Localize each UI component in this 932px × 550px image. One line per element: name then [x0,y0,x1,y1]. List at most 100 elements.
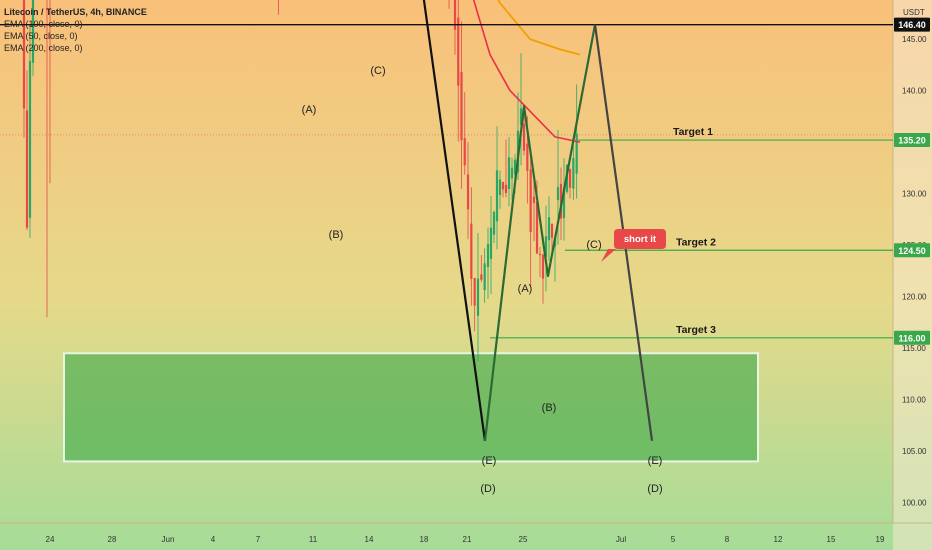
wave-label-e: (E) [648,455,663,467]
wave-label: (D) [480,483,495,495]
x-tick-label: 8 [725,535,730,544]
candle-body [519,108,523,125]
candle-body [510,167,514,179]
candle-body [480,274,483,280]
candle-body [483,263,486,291]
price-tag [894,133,930,148]
candle-body [498,179,502,196]
wave-label: (B) [329,229,344,241]
wave-label: (C) [370,65,385,77]
wave-label-e: (E) [482,455,497,467]
wave-label: (B) [542,402,557,414]
x-tick-label: 11 [309,535,318,544]
candle-body [501,181,505,190]
price-tag-label: 146.40 [898,20,926,30]
candle-body [547,217,551,241]
candle-body [25,110,29,228]
candle-body [532,196,536,203]
wave-label: (C) [586,239,601,251]
y-tick-label: 120.00 [902,293,927,302]
candle-body [492,211,496,235]
candle-body [572,157,575,189]
candle-body [473,278,476,306]
price-unit-label: USDT [903,8,925,17]
ema-100-line [497,0,581,56]
price-tag-label: 116.00 [898,333,925,343]
x-tick-label: Jun [162,535,175,544]
x-tick-label: 24 [46,535,55,544]
candle-body [538,253,542,256]
candle-body [22,0,26,109]
x-tick-label: 12 [774,535,783,544]
candle-body [575,133,578,174]
x-tick-label: 15 [827,535,836,544]
candle-body [513,159,517,175]
x-tick-label: 19 [876,535,885,544]
x-tick-label: 28 [108,535,117,544]
y-tick-label: 115.00 [902,344,926,353]
candle-body [550,223,554,238]
candle-body [541,254,545,279]
wave-path-secondary [483,24,597,441]
candle-body [556,187,560,201]
candle-body [476,278,480,316]
price-tag [894,330,930,345]
level-label: Target 2 [676,236,716,248]
price-tag-label: 135.20 [898,136,926,146]
callout-bubble[interactable] [601,229,666,262]
wave-label: (A) [302,104,317,116]
y-tick-label: 130.00 [902,190,927,199]
price-tag [894,17,930,32]
x-tick-label: 5 [671,535,676,544]
candle-body [466,174,470,210]
price-axis-panel [893,0,932,550]
price-tag [894,243,930,258]
candle-body [526,143,529,171]
candle-body [28,61,32,218]
legend-ema-100: EMA (100, close, 0) [4,19,83,29]
callout-text: short it [624,234,657,245]
candle-body [470,223,473,279]
x-tick-label: 4 [211,535,216,544]
candle-body [457,17,460,86]
y-tick-label: 140.00 [902,87,927,96]
candle-body [504,184,508,194]
wave-label: (D) [647,483,662,495]
legend-ema-50: EMA (50, close, 0) [4,31,78,41]
support-zone[interactable] [63,352,759,463]
y-tick-label: 105.00 [902,447,927,456]
x-tick-label: Jul [616,535,626,544]
level-label: Target 1 [673,126,713,138]
chart-legend: Litecoin / TetherUS, 4h, BINANCE EMA (10… [4,6,147,54]
x-tick-label: 14 [365,535,374,544]
legend-ema-200: EMA (200, close, 0) [4,43,83,53]
candle-body [453,0,457,30]
y-tick-label: 100.00 [902,499,927,508]
candle-body [535,202,539,254]
level-label: Target 3 [676,324,716,336]
candle-body [507,157,511,190]
x-tick-label: 21 [463,535,472,544]
candle-body [495,170,499,222]
wave-label: (A) [518,283,533,295]
candle-body [460,71,463,141]
x-tick-label: 18 [420,535,429,544]
x-tick-label: 25 [519,535,528,544]
candle-body [568,168,572,188]
candle-body [529,169,532,232]
candle-body [562,186,566,219]
candle-body [522,123,526,151]
y-tick-label: 145.00 [902,35,927,44]
chart-title: Litecoin / TetherUS, 4h, BINANCE [4,7,147,17]
x-tick-label: 7 [256,535,261,544]
y-tick-label: 110.00 [902,396,926,405]
candle-body [544,236,548,258]
price-tag-label: 124.50 [898,246,926,256]
candle-body [463,138,466,166]
ema-50-line [472,0,581,143]
candle-body [486,244,490,268]
candle-body [31,0,35,63]
